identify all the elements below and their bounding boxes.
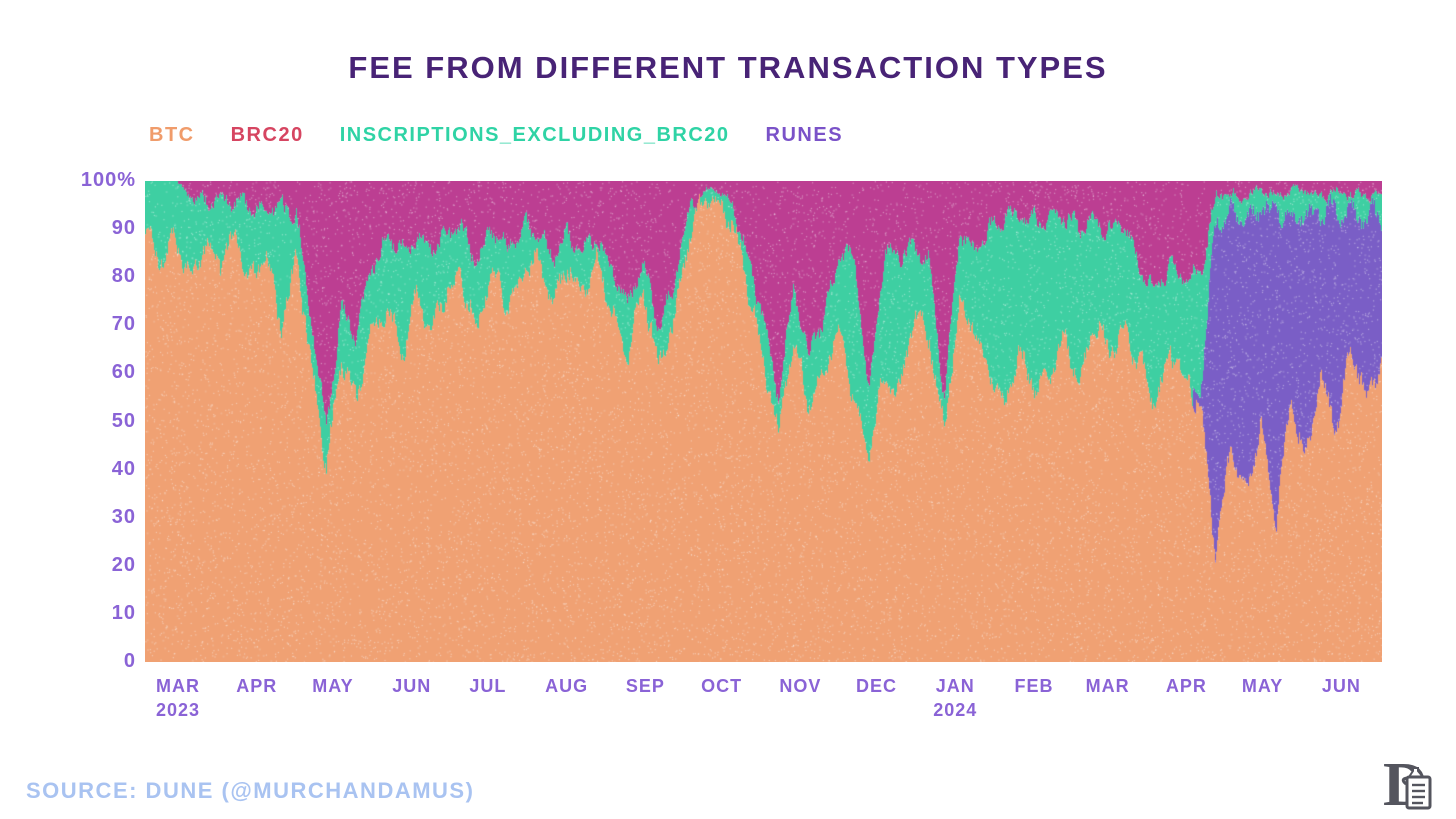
y-axis-label: 60 (111, 361, 136, 384)
x-axis-label: JUN (1321, 676, 1361, 696)
y-axis-label: 30 (111, 505, 136, 528)
chart-canvas (145, 181, 1382, 662)
x-axis-label: JUL (469, 676, 507, 696)
y-axis-label: 90 (111, 217, 136, 240)
x-axis-label: APR (1165, 676, 1207, 696)
y-axis-label: 100% (80, 169, 136, 191)
x-axis-label: OCT (701, 676, 743, 696)
chart-area (145, 181, 1382, 662)
y-axis-label: 80 (111, 265, 136, 288)
x-axis-label: MAY (312, 676, 354, 696)
logo-scroll-icon (1401, 767, 1432, 810)
y-axis-label: 70 (111, 313, 136, 336)
x-axis-label: FEB (1014, 676, 1054, 696)
y-axis-label: 10 (111, 601, 136, 624)
chart-title: FEE FROM DIFFERENT TRANSACTION TYPES (348, 50, 1108, 85)
y-axis-label: 0 (123, 650, 136, 672)
x-axis-label: MAR 2023 (156, 674, 200, 723)
x-axis-label: JUN (392, 676, 432, 696)
legend-item-btc: BTC (149, 124, 195, 146)
legend-item-brc20: BRC20 (230, 124, 304, 146)
source-credit: SOURCE: DUNE (@MURCHANDAMUS) (26, 778, 475, 803)
y-axis: 100% 90 80 70 60 50 40 30 20 10 0 (0, 169, 136, 672)
x-axis-label: AUG (545, 676, 589, 696)
x-axis-label: NOV (779, 676, 822, 696)
legend: BTC BRC20 INSCRIPTIONS_EXCLUDING_BRC20 RUNE… (149, 124, 843, 147)
x-axis-label: JAN 2024 (933, 674, 977, 723)
x-axis-year-label: 2023 (155, 700, 201, 721)
x-axis: MAR 2023 APR MAY JUN JUL AUG SEP OCT NOV DEC JAN 202… (145, 674, 1382, 744)
legend-item-runes: RUNES (765, 124, 844, 146)
legend-item-inscriptions_excluding_brc20: INSCRIPTIONS_EXCLUDING_BRC20 (339, 124, 730, 146)
y-axis-label: 50 (111, 409, 136, 432)
x-axis-label: DEC (856, 676, 898, 696)
x-axis-label: MAY (1241, 676, 1284, 696)
logo-monogram: D (1382, 749, 1446, 819)
x-axis-label: APR (236, 676, 278, 696)
y-axis-label: 20 (111, 553, 136, 576)
y-axis-label: 40 (111, 457, 136, 480)
x-axis-label: SEP (625, 676, 665, 696)
x-axis-label: MAR (1085, 676, 1130, 696)
x-axis-year-label: 2024 (933, 700, 978, 721)
